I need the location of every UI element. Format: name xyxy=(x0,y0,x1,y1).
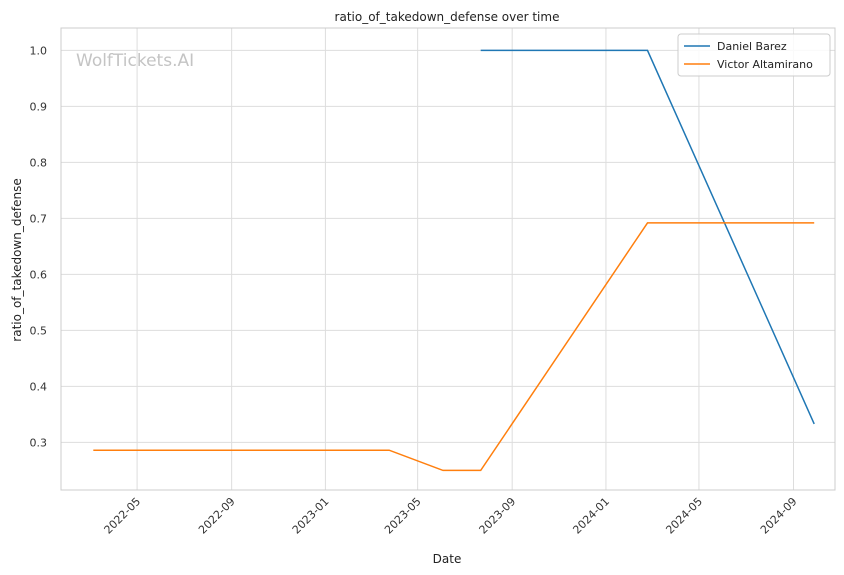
x-tick-label: 2024-09 xyxy=(758,495,800,537)
legend-box xyxy=(677,33,831,77)
watermark: WolfTickets.AI xyxy=(76,51,194,71)
y-tick-label: 0.9 xyxy=(30,100,48,113)
chart-title: ratio_of_takedown_defense over time xyxy=(335,10,560,24)
x-tick-label: 2022-09 xyxy=(196,495,238,537)
legend-label: Victor Altamirano xyxy=(717,58,813,71)
series-line-1 xyxy=(93,222,815,472)
y-tick-label: 0.3 xyxy=(30,436,48,449)
legend: Daniel Barez Victor Altamirano xyxy=(677,33,831,77)
x-tick-label: 2024-05 xyxy=(663,495,705,537)
x-axis-label: Date xyxy=(433,552,462,566)
y-tick-label: 0.7 xyxy=(30,212,48,225)
y-tick-label: 0.8 xyxy=(30,156,48,169)
x-tick-label: 2023-05 xyxy=(382,495,424,537)
x-tick-labels: 2022-05 2022-09 2023-01 2023-05 2023-09 2024-… xyxy=(102,495,800,537)
y-axis-label: ratio_of_takedown_defense xyxy=(10,178,24,341)
y-tick-label: 0.4 xyxy=(30,380,48,393)
y-tick-label: 0.5 xyxy=(30,324,48,337)
series-line-0 xyxy=(480,49,815,425)
y-tick-label: 1.0 xyxy=(30,44,48,57)
y-tick-label: 0.6 xyxy=(30,268,48,281)
legend-label: Daniel Barez xyxy=(717,40,787,53)
y-tick-labels: 0.3 0.4 0.5 0.6 0.7 0.8 0.9 1.0 xyxy=(30,44,48,449)
x-tick-label: 2023-09 xyxy=(477,495,519,537)
series-lines xyxy=(93,49,815,472)
x-tick-label: 2022-05 xyxy=(102,495,144,537)
x-tick-label: 2024-01 xyxy=(570,495,612,537)
plot-frame xyxy=(60,27,836,491)
x-tick-label: 2023-01 xyxy=(290,495,332,537)
grid xyxy=(61,28,835,490)
